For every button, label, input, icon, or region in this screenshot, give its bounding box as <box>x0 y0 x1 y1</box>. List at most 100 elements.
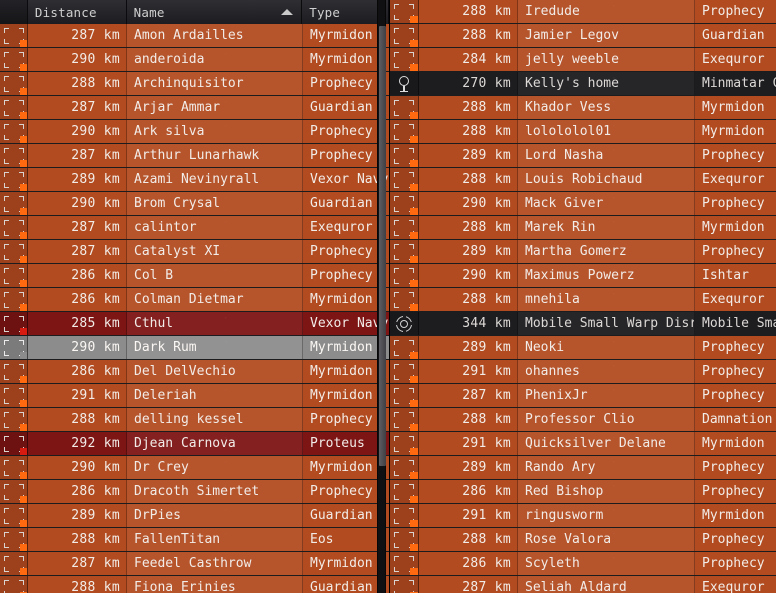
overview-row[interactable]: 288 km Khador Vess Myrmidon <box>390 96 776 120</box>
overview-row[interactable]: 270 km Kelly's home Minmatar C <box>390 72 776 96</box>
row-icon-cell[interactable] <box>390 264 419 287</box>
row-icon-cell[interactable] <box>0 192 28 215</box>
row-icon-cell[interactable] <box>0 504 28 527</box>
overview-row[interactable]: 287 km Seliah Aldard Exequror <box>390 576 776 593</box>
overview-row[interactable]: 287 km Amon Ardailles Myrmidon <box>0 24 389 48</box>
row-icon-cell[interactable] <box>0 312 28 335</box>
overview-row[interactable]: 291 km Quicksilver Delane Myrmidon <box>390 432 776 456</box>
row-icon-cell[interactable] <box>0 552 28 575</box>
overview-row[interactable]: 288 km delling kessel Prophecy <box>0 408 389 432</box>
row-icon-cell[interactable] <box>390 168 419 191</box>
overview-row[interactable]: 288 km FallenTitan Eos <box>0 528 389 552</box>
row-icon-cell[interactable] <box>0 168 28 191</box>
row-icon-cell[interactable] <box>0 48 28 71</box>
row-icon-cell[interactable] <box>0 72 28 95</box>
row-icon-cell[interactable] <box>0 216 28 239</box>
overview-row[interactable]: 288 km Archinquisitor Prophecy <box>0 72 389 96</box>
overview-row[interactable]: 285 km Cthul Vexor Navy <box>0 312 389 336</box>
row-icon-cell[interactable] <box>390 456 419 479</box>
row-icon-cell[interactable] <box>0 288 28 311</box>
overview-row[interactable]: 291 km ringusworm Myrmidon <box>390 504 776 528</box>
overview-row[interactable]: 287 km Feedel Casthrow Myrmidon <box>0 552 389 576</box>
overview-row[interactable]: 290 km Ark silva Prophecy <box>0 120 389 144</box>
row-icon-cell[interactable] <box>390 432 419 455</box>
row-icon-cell[interactable] <box>390 552 419 575</box>
overview-row[interactable]: 286 km Colman Dietmar Myrmidon <box>0 288 389 312</box>
row-icon-cell[interactable] <box>0 576 28 593</box>
overview-row[interactable]: 286 km Scyleth Prophecy <box>390 552 776 576</box>
row-icon-cell[interactable] <box>390 96 419 119</box>
overview-row[interactable]: 290 km Mack Giver Prophecy <box>390 192 776 216</box>
overview-row[interactable]: 289 km DrPies Guardian <box>0 504 389 528</box>
row-icon-cell[interactable] <box>390 288 419 311</box>
overview-row[interactable]: 287 km PhenixJr Prophecy <box>390 384 776 408</box>
row-icon-cell[interactable] <box>390 312 419 335</box>
overview-row[interactable]: 289 km Neoki Prophecy <box>390 336 776 360</box>
row-icon-cell[interactable] <box>0 264 28 287</box>
overview-row[interactable]: 344 km Mobile Small Warp Disrupt Mobile Sm… <box>390 312 776 336</box>
overview-row[interactable]: 288 km Fiona Erinies Guardian <box>0 576 389 593</box>
column-header-name-left[interactable]: Name <box>126 0 303 24</box>
row-icon-cell[interactable] <box>0 240 28 263</box>
overview-row[interactable]: 288 km lolololol01 Myrmidon <box>390 120 776 144</box>
row-icon-cell[interactable] <box>0 384 28 407</box>
overview-row[interactable]: 287 km Arjar Ammar Guardian <box>0 96 389 120</box>
overview-row[interactable]: 284 km jelly weeble Exequror <box>390 48 776 72</box>
row-icon-cell[interactable] <box>390 144 419 167</box>
overview-row[interactable]: 290 km Brom Crysal Guardian <box>0 192 389 216</box>
overview-row[interactable]: 288 km Marek Rin Myrmidon <box>390 216 776 240</box>
overview-row[interactable]: 287 km Catalyst XI Prophecy <box>0 240 389 264</box>
overview-row[interactable]: 288 km Iredude Prophecy <box>390 0 776 24</box>
row-icon-cell[interactable] <box>390 504 419 527</box>
row-icon-cell[interactable] <box>390 192 419 215</box>
overview-row[interactable]: 288 km Professor Clio Damnation <box>390 408 776 432</box>
overview-row[interactable]: 286 km Red Bishop Prophecy <box>390 480 776 504</box>
scrollbar-thumb-left[interactable] <box>379 26 386 466</box>
overview-row[interactable]: 289 km Azami Nevinyrall Vexor Navy <box>0 168 389 192</box>
overview-row[interactable]: 290 km anderoida Myrmidon <box>0 48 389 72</box>
overview-row[interactable]: 288 km Louis Robichaud Exequror <box>390 168 776 192</box>
overview-row[interactable]: 287 km Arthur Lunarhawk Prophecy <box>0 144 389 168</box>
overview-row[interactable]: 291 km ohannes Prophecy <box>390 360 776 384</box>
row-icon-cell[interactable] <box>390 24 419 47</box>
row-icon-cell[interactable] <box>0 336 28 359</box>
overview-row[interactable]: 292 km Djean Carnova Proteus <box>0 432 389 456</box>
overview-row[interactable]: 290 km Dark Rum Myrmidon <box>0 336 389 360</box>
row-icon-cell[interactable] <box>390 336 419 359</box>
overview-row[interactable]: 286 km Del DelVechio Myrmidon <box>0 360 389 384</box>
row-icon-cell[interactable] <box>0 24 28 47</box>
overview-row[interactable]: 289 km Martha Gomerz Prophecy <box>390 240 776 264</box>
row-icon-cell[interactable] <box>390 216 419 239</box>
overview-row[interactable]: 289 km Rando Ary Prophecy <box>390 456 776 480</box>
column-header-type-left[interactable]: Type <box>302 0 389 24</box>
row-icon-cell[interactable] <box>390 240 419 263</box>
row-icon-cell[interactable] <box>390 72 419 95</box>
row-icon-cell[interactable] <box>390 384 419 407</box>
overview-row[interactable]: 287 km calintor Exequror <box>0 216 389 240</box>
row-icon-cell[interactable] <box>0 480 28 503</box>
overview-row[interactable]: 286 km Col B Prophecy <box>0 264 389 288</box>
row-icon-cell[interactable] <box>0 360 28 383</box>
row-icon-cell[interactable] <box>390 480 419 503</box>
row-icon-cell[interactable] <box>390 528 419 551</box>
overview-row[interactable]: 288 km Jamier Legov Guardian <box>390 24 776 48</box>
overview-row[interactable]: 288 km Rose Valora Prophecy <box>390 528 776 552</box>
vertical-scrollbar-left[interactable] <box>377 0 386 593</box>
row-icon-cell[interactable] <box>0 528 28 551</box>
column-header-icon-left[interactable] <box>0 0 28 24</box>
row-icon-cell[interactable] <box>0 408 28 431</box>
row-icon-cell[interactable] <box>390 408 419 431</box>
row-icon-cell[interactable] <box>390 48 419 71</box>
row-icon-cell[interactable] <box>0 144 28 167</box>
overview-row[interactable]: 288 km mnehila Exequror <box>390 288 776 312</box>
row-icon-cell[interactable] <box>390 360 419 383</box>
row-icon-cell[interactable] <box>390 0 419 23</box>
row-icon-cell[interactable] <box>0 456 28 479</box>
row-icon-cell[interactable] <box>0 96 28 119</box>
row-icon-cell[interactable] <box>0 432 28 455</box>
row-icon-cell[interactable] <box>390 120 419 143</box>
overview-row[interactable]: 291 km Deleriah Myrmidon <box>0 384 389 408</box>
row-icon-cell[interactable] <box>0 120 28 143</box>
column-header-distance-left[interactable]: Distance <box>27 0 127 24</box>
overview-row[interactable]: 290 km Dr Crey Myrmidon <box>0 456 389 480</box>
